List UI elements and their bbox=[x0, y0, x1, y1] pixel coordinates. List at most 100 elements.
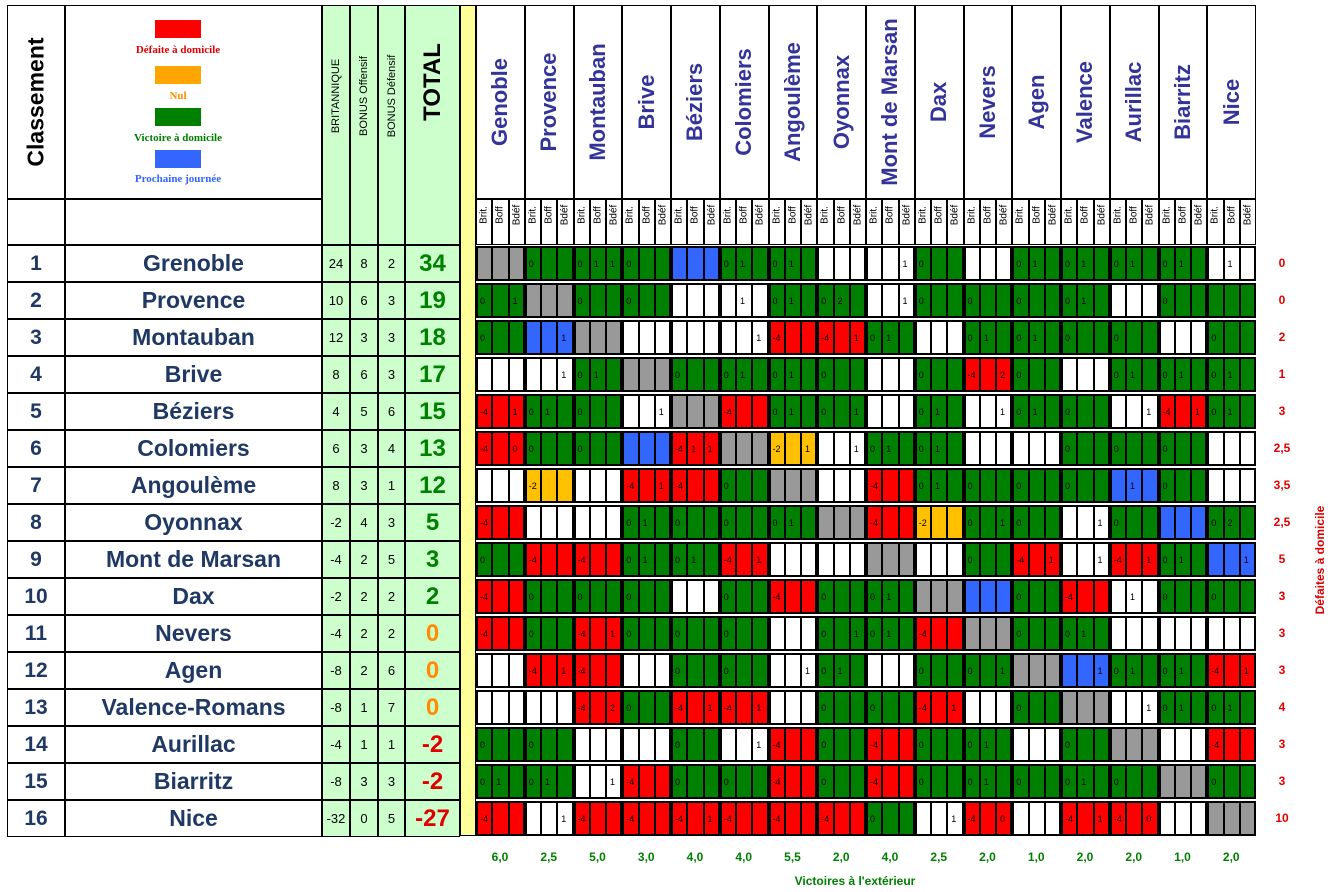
home-defeats-value: 3 bbox=[1278, 404, 1286, 418]
match-group bbox=[866, 468, 915, 503]
sub-header-4-0: Brit. bbox=[671, 199, 688, 245]
match-group bbox=[866, 394, 915, 429]
brit-value: 8 bbox=[322, 356, 350, 393]
match-group bbox=[622, 394, 671, 429]
match-group bbox=[768, 542, 818, 577]
bdef-value: 1 bbox=[378, 726, 405, 763]
match-group bbox=[573, 764, 623, 799]
boff-value: 3 bbox=[350, 763, 378, 800]
home-defeats-value: 0 bbox=[1278, 256, 1286, 270]
match-group bbox=[1061, 246, 1110, 281]
sub-header-label: Bdéf bbox=[511, 205, 523, 226]
name-subheader-blank bbox=[65, 199, 322, 245]
brit-value: -8 bbox=[322, 652, 350, 689]
match-group bbox=[1109, 727, 1159, 762]
match-group bbox=[476, 801, 525, 836]
match-group bbox=[671, 616, 720, 651]
column-label: Provence bbox=[536, 52, 562, 152]
sub-header-label: Boff bbox=[982, 206, 994, 225]
home-defeats-value: 1 bbox=[1278, 367, 1286, 381]
legend-label-next-day: Prochaine journée bbox=[134, 173, 222, 185]
match-group bbox=[1109, 653, 1159, 688]
match-group bbox=[866, 764, 915, 799]
column-label: Montauban bbox=[584, 43, 610, 161]
away-wins-value: 4,0 bbox=[735, 850, 753, 864]
boff-value: 5 bbox=[350, 393, 378, 430]
sub-header-label: Bdéf bbox=[1193, 205, 1205, 226]
brit-value: -32 bbox=[322, 800, 350, 837]
match-group bbox=[1109, 320, 1159, 355]
match-group bbox=[1158, 727, 1208, 762]
team-name: Oyonnax bbox=[65, 504, 322, 541]
rank-cell: 16 bbox=[7, 800, 65, 837]
column-label: Brive bbox=[633, 74, 659, 130]
column-header-9: Dax bbox=[914, 5, 964, 199]
sub-header-label: Brit. bbox=[771, 206, 783, 225]
match-group bbox=[1207, 468, 1256, 503]
total-value: 17 bbox=[405, 356, 460, 393]
match-group bbox=[719, 431, 769, 466]
match-group bbox=[914, 542, 964, 577]
match-group bbox=[866, 616, 915, 651]
match-group bbox=[1158, 653, 1208, 688]
bdef-value: 3 bbox=[378, 763, 405, 800]
match-group bbox=[719, 357, 769, 392]
match-group bbox=[1012, 542, 1061, 577]
match-group bbox=[524, 764, 574, 799]
match-group bbox=[719, 764, 769, 799]
sub-header-7-1: Boff bbox=[833, 199, 850, 245]
match-group bbox=[524, 468, 574, 503]
total-value: 15 bbox=[405, 393, 460, 430]
boff-value: 1 bbox=[350, 689, 378, 726]
brit-value: -4 bbox=[322, 541, 350, 578]
sub-header-label: Brit. bbox=[478, 206, 490, 225]
column-header-14: Biarritz bbox=[1158, 5, 1208, 199]
match-group bbox=[524, 653, 574, 688]
match-group bbox=[671, 320, 720, 355]
match-group bbox=[963, 616, 1013, 651]
match-group bbox=[1061, 690, 1110, 725]
column-header-3: Brive bbox=[622, 5, 671, 199]
sub-header-label: Bdéf bbox=[559, 205, 571, 226]
match-group bbox=[1012, 357, 1061, 392]
match-group bbox=[1109, 468, 1159, 503]
bonus-off-header: BONUS Offensif bbox=[350, 5, 378, 245]
legend-box: Défaite à domicile Nul Victoire à domici… bbox=[65, 5, 322, 199]
away-wins-label: Victoires à l'extérieur bbox=[794, 874, 916, 888]
away-wins-value: 2,0 bbox=[1125, 850, 1143, 864]
sub-header-9-2: Bdéf bbox=[947, 199, 964, 245]
boff-value: 6 bbox=[350, 356, 378, 393]
bonus-off-label: BONUS Offensif bbox=[358, 56, 370, 137]
team-name: Valence-Romans bbox=[65, 689, 322, 726]
sub-header-label: Bdéf bbox=[1047, 205, 1059, 226]
match-group bbox=[914, 431, 964, 466]
classement-header: Classement bbox=[7, 5, 65, 199]
sub-header-10-1: Boff bbox=[979, 199, 996, 245]
match-group bbox=[1061, 468, 1110, 503]
rank-cell: 5 bbox=[7, 393, 65, 430]
sub-header-7-0: Brit. bbox=[817, 199, 834, 245]
total-label: TOTAL bbox=[418, 43, 446, 122]
match-group bbox=[719, 579, 769, 614]
match-group bbox=[476, 727, 525, 762]
match-group bbox=[1109, 283, 1159, 318]
home-defeats-value: 3 bbox=[1278, 737, 1286, 751]
match-group bbox=[768, 246, 818, 281]
total-value: 34 bbox=[405, 245, 460, 282]
home-defeats-value: 10 bbox=[1275, 811, 1289, 825]
sub-header-label: Boff bbox=[738, 206, 750, 225]
match-group bbox=[524, 801, 574, 836]
rank-cell: 4 bbox=[7, 356, 65, 393]
classement-label: Classement bbox=[22, 37, 49, 167]
match-group bbox=[671, 283, 720, 318]
sub-header-9-0: Brit. bbox=[914, 199, 931, 245]
column-header-4: Béziers bbox=[671, 5, 720, 199]
match-group bbox=[963, 505, 1013, 540]
sub-header-9-1: Boff bbox=[931, 199, 948, 245]
match-group bbox=[524, 542, 574, 577]
match-group bbox=[1012, 690, 1061, 725]
column-label: Agen bbox=[1023, 74, 1049, 130]
home-defeats-value: 2,5 bbox=[1273, 515, 1291, 529]
sub-header-label: Boff bbox=[1079, 206, 1091, 225]
column-header-12: Valence bbox=[1061, 5, 1110, 199]
